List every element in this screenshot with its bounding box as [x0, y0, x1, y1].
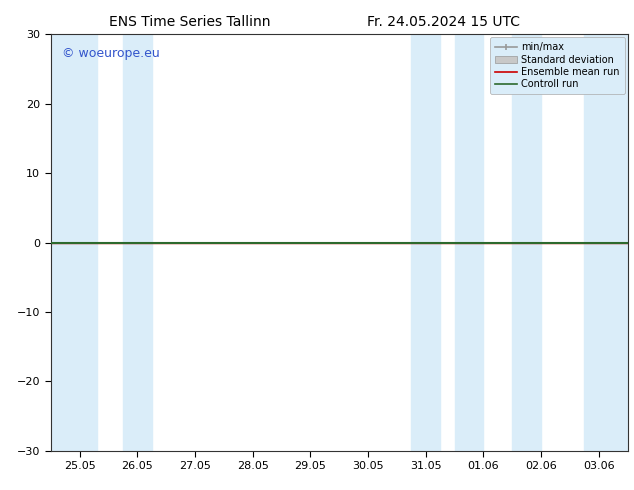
Bar: [123, 34, 152, 451]
Bar: [512, 34, 541, 451]
Bar: [411, 34, 440, 451]
Bar: [585, 34, 628, 451]
Legend: min/max, Standard deviation, Ensemble mean run, Controll run: min/max, Standard deviation, Ensemble me…: [490, 37, 624, 94]
Text: Fr. 24.05.2024 15 UTC: Fr. 24.05.2024 15 UTC: [367, 15, 521, 29]
Bar: [51, 34, 97, 451]
Bar: [455, 34, 483, 451]
Text: ENS Time Series Tallinn: ENS Time Series Tallinn: [110, 15, 271, 29]
Text: © woeurope.eu: © woeurope.eu: [62, 47, 160, 60]
